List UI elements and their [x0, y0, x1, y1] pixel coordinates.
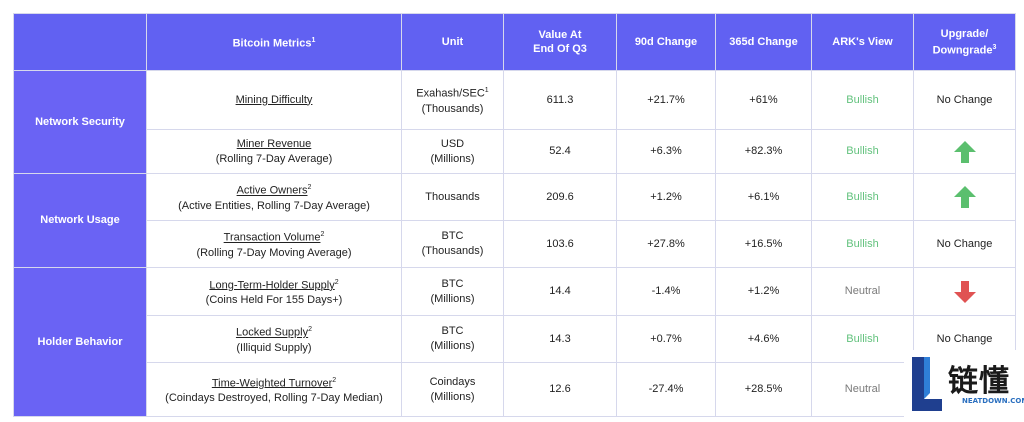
ark-view-cell: Neutral: [811, 362, 914, 417]
metric-cell: Active Owners2 (Active Entities, Rolling …: [146, 173, 402, 221]
arrow-down-icon: [918, 280, 1011, 303]
change-365d-cell: +61%: [715, 70, 812, 130]
value-cell: 14.4: [503, 267, 617, 316]
change-90d-cell: +0.7%: [616, 315, 716, 363]
metric-cell: Transaction Volume2 (Rolling 7-Day Moving…: [146, 220, 402, 268]
value-cell: 52.4: [503, 129, 617, 174]
header-365d-change: 365d Change: [715, 13, 812, 71]
table-row: Network Usage Active Owners2 (Active Entit…: [13, 173, 1016, 268]
downgrade-cell: [913, 267, 1016, 316]
table-row: Holder Behavior Long-Term-Holder Supply2(…: [13, 267, 1016, 417]
metric-name: Transaction Volume: [223, 231, 321, 244]
metric-name: Mining Difficulty: [235, 93, 313, 106]
change-status-cell: No Change: [913, 70, 1016, 130]
metric-subtitle: (Rolling 7-Day Moving Average): [196, 246, 352, 259]
unit-cell: Thousands: [401, 173, 504, 221]
unit-cell: Coindays (Millions): [401, 362, 504, 417]
group-label: Network Security: [13, 70, 147, 174]
unit-cell: BTC (Thousands): [401, 220, 504, 268]
header-unit: Unit: [401, 13, 504, 71]
change-90d-cell: +21.7%: [616, 70, 716, 130]
change-365d-cell: +4.6%: [715, 315, 812, 363]
metric-footnote: 2: [307, 184, 312, 192]
table-row: Locked Supply2 (Illiquid Supply) BTC (Milli…: [14, 315, 1016, 363]
watermark-en-text: NEATDOWN.COM: [962, 397, 1024, 405]
change-90d-cell: -27.4%: [616, 362, 716, 417]
table-row: Time-Weighted Turnover2 (Coindays Destroy…: [14, 362, 1016, 417]
unit-cell: BTC (Millions): [401, 315, 504, 363]
metric-name: Long-Term-Holder Supply: [209, 279, 335, 292]
change-90d-cell: +6.3%: [616, 129, 716, 174]
metric-subtitle: (Coindays Destroyed, Rolling 7-Day Media…: [165, 392, 383, 405]
metric-subtitle: (Coins Held For 155 Days+): [205, 294, 343, 307]
value-cell: 209.6: [503, 173, 617, 221]
change-status-cell: No Change: [913, 220, 1016, 268]
ark-view-cell: Bullish: [811, 129, 914, 174]
metric-subtitle: (Rolling 7-Day Average): [215, 152, 333, 165]
metric-name: Time-Weighted Turnover: [211, 377, 333, 390]
letter-l-logo: [912, 357, 942, 411]
table-row: Transaction Volume2 (Rolling 7-Day Moving…: [14, 220, 1016, 268]
metric-footnote: 2: [308, 326, 313, 334]
metric-footnote: 2: [332, 376, 337, 384]
bitcoin-metrics-table: Bitcoin Metrics1 Unit Value At End Of Q3 …: [13, 13, 1016, 417]
metric-name: Locked Supply: [235, 326, 309, 339]
change-365d-cell: +16.5%: [715, 220, 812, 268]
change-365d-cell: +82.3%: [715, 129, 812, 174]
ark-view-cell: Bullish: [811, 315, 914, 363]
value-cell: 611.3: [503, 70, 617, 130]
value-cell: 103.6: [503, 220, 617, 268]
group-label: Holder Behavior: [13, 267, 147, 417]
ark-view-cell: Bullish: [811, 173, 914, 221]
header-90d-change: 90d Change: [616, 13, 716, 71]
change-90d-cell: +27.8%: [616, 220, 716, 268]
change-90d-cell: +1.2%: [616, 173, 716, 221]
unit-cell: BTC (Millions): [401, 267, 504, 316]
upgrade-cell: [913, 129, 1016, 174]
metric-name: Active Owners: [236, 184, 308, 197]
metric-footnote: 2: [334, 278, 339, 286]
metric-name: Miner Revenue: [236, 137, 312, 150]
unit-cell: Exahash/SEC1 (Thousands): [401, 70, 504, 130]
header-ark-view: ARK's View: [811, 13, 914, 71]
header-value: Value At End Of Q3: [503, 13, 617, 71]
metric-cell: Long-Term-Holder Supply2 (Coins Held For …: [146, 267, 402, 316]
metric-subtitle: (Active Entities, Rolling 7-Day Average): [178, 199, 370, 212]
ark-view-cell: Bullish: [811, 220, 914, 268]
metric-cell: Time-Weighted Turnover2 (Coindays Destroy…: [146, 362, 402, 417]
group-label: Network Usage: [13, 173, 147, 268]
metric-cell: Locked Supply2 (Illiquid Supply): [146, 315, 402, 363]
header-metric: Bitcoin Metrics1: [146, 13, 402, 71]
ark-view-cell: Bullish: [811, 70, 914, 130]
upgrade-cell: [913, 173, 1016, 221]
metric-subtitle: (Illiquid Supply): [236, 341, 312, 354]
change-365d-cell: +1.2%: [715, 267, 812, 316]
change-90d-cell: -1.4%: [616, 267, 716, 316]
table-row: Miner Revenue (Rolling 7-Day Average) USD(…: [14, 129, 1016, 174]
unit-cell: USD (Millions): [401, 129, 504, 174]
header-group: [13, 13, 147, 71]
header-upgrade-downgrade: Upgrade/Downgrade3: [913, 13, 1016, 71]
metric-cell: Mining Difficulty: [146, 70, 402, 130]
value-cell: 12.6: [503, 362, 617, 417]
watermark: 链懂 NEATDOWN.COM: [904, 350, 1024, 422]
ark-view-cell: Neutral: [811, 267, 914, 316]
metric-footnote: 2: [320, 231, 325, 239]
watermark-cn-text: 链懂: [948, 364, 1010, 399]
arrow-up-icon: [918, 140, 1011, 163]
change-365d-cell: +6.1%: [715, 173, 812, 221]
table-row: Network Security Mining Difficulty Exahash…: [13, 70, 1016, 174]
header-row: Bitcoin Metrics1 Unit Value At End Of Q3 …: [13, 13, 1016, 71]
value-cell: 14.3: [503, 315, 617, 363]
metric-cell: Miner Revenue (Rolling 7-Day Average): [146, 129, 402, 174]
arrow-up-icon: [918, 186, 1011, 208]
change-365d-cell: +28.5%: [715, 362, 812, 417]
